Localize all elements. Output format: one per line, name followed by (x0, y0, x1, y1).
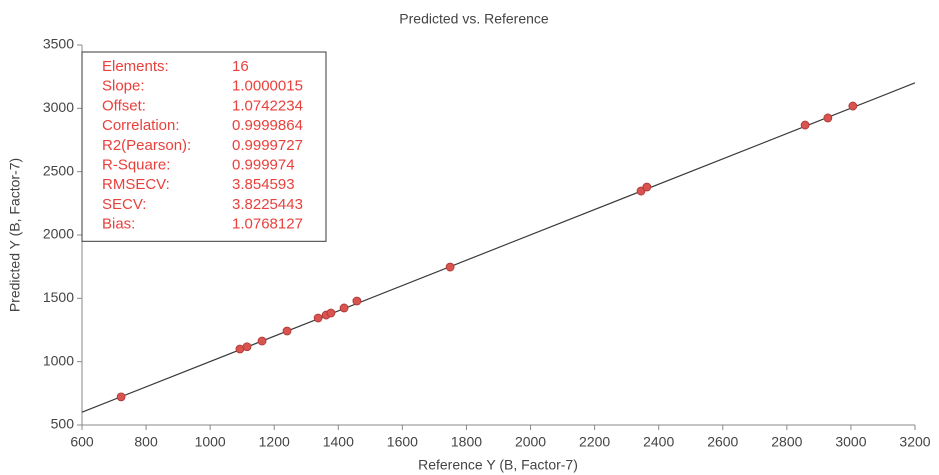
stat-label: Correlation: (102, 117, 180, 134)
point (116, 392, 126, 402)
stat-label: R-Square: (102, 156, 170, 173)
point (282, 326, 292, 336)
point (339, 303, 349, 313)
x-tick-label: 1400 (323, 434, 354, 450)
x-tick-label: 800 (134, 434, 158, 450)
x-axis-label: Reference Y (B, Factor-7) (418, 457, 578, 473)
y-tick-label: 3500 (43, 36, 74, 52)
point (326, 308, 336, 318)
fit-line (81, 82, 916, 413)
stat-label: Slope: (102, 78, 145, 95)
x-tick-label: 2000 (515, 434, 546, 450)
x-tick-label: 3200 (899, 434, 930, 450)
y-tick-label: 2500 (43, 162, 74, 178)
stat-label: R2(Pearson): (102, 137, 191, 154)
stat-label: Elements: (102, 58, 169, 75)
stat-value: 1.0000015 (232, 78, 303, 95)
point (848, 101, 858, 111)
stat-value: 1.0768127 (232, 216, 303, 233)
stat-label: Bias: (102, 216, 135, 233)
x-tick-label: 600 (70, 434, 94, 450)
stat-value: 0.9999864 (232, 117, 303, 134)
x-tick-label: 1800 (451, 434, 482, 450)
x-tick-label: 2600 (707, 434, 738, 450)
stat-value: 0.9999727 (232, 137, 303, 154)
stat-label: Offset: (102, 97, 146, 114)
x-tick-label: 1600 (387, 434, 418, 450)
y-tick-label: 1500 (43, 289, 74, 305)
stat-value: 1.0742234 (232, 97, 303, 114)
point (800, 120, 810, 130)
x-tick-label: 1200 (259, 434, 290, 450)
stat-value: 3.8225443 (232, 196, 303, 213)
point (445, 262, 455, 272)
chart-title: Predicted vs. Reference (399, 11, 549, 27)
point (242, 342, 252, 352)
point (257, 336, 267, 346)
x-tick-label: 3000 (835, 434, 866, 450)
point (313, 313, 323, 323)
point (642, 182, 652, 192)
stat-label: RMSECV: (102, 176, 170, 193)
point (352, 296, 362, 306)
x-tick-label: 1000 (195, 434, 226, 450)
point (823, 113, 833, 123)
y-tick-label: 500 (51, 416, 75, 432)
stat-label: SECV: (102, 196, 146, 213)
y-axis-label: Predicted Y (B, Factor-7) (7, 158, 23, 312)
x-tick-label: 2400 (643, 434, 674, 450)
y-tick-label: 2000 (43, 226, 74, 242)
y-tick-label: 1000 (43, 352, 74, 368)
y-tick-label: 3000 (43, 99, 74, 115)
stats-box (81, 51, 327, 242)
x-tick-label: 2800 (771, 434, 802, 450)
x-tick-label: 2200 (579, 434, 610, 450)
stat-value: 0.999974 (232, 156, 295, 173)
stat-value: 3.854593 (232, 176, 295, 193)
stat-value: 16 (232, 58, 249, 75)
